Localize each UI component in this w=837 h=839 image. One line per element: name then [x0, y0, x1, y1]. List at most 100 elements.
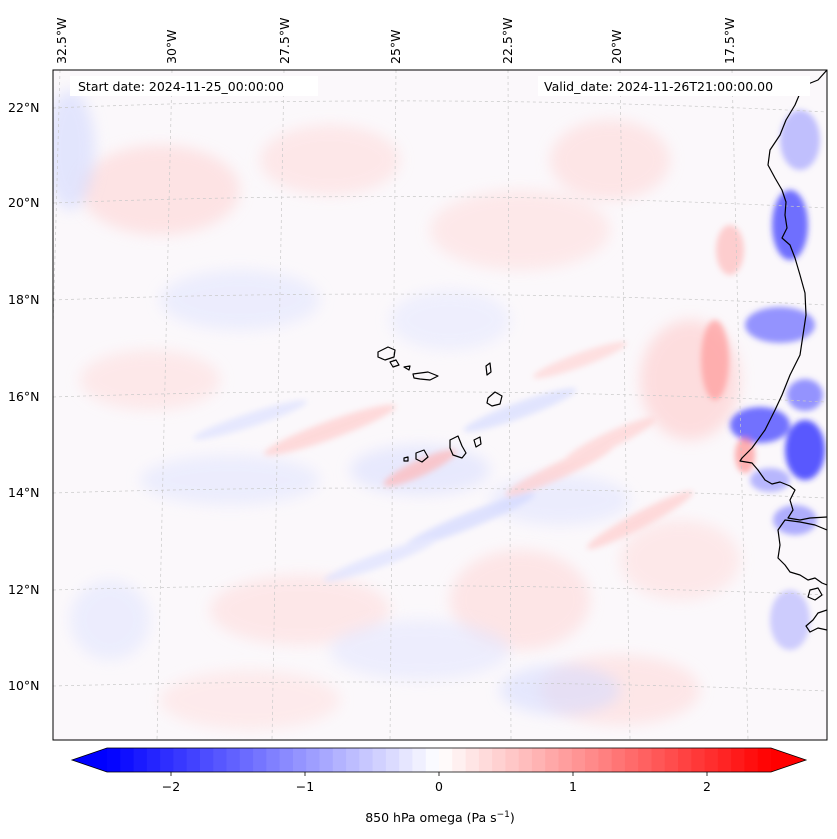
colorbar-cell	[213, 748, 228, 772]
colorbar-cell	[173, 748, 188, 772]
colorbar-cell	[439, 748, 453, 772]
colorbar-cell	[545, 748, 560, 772]
colorbar-cell	[279, 748, 294, 772]
colorbar-label-end: )	[510, 810, 515, 825]
lat-label-22: 22°N	[8, 100, 40, 115]
colorbar-cell	[717, 748, 732, 772]
bijagos-islands	[807, 587, 823, 601]
colorbar-cell	[319, 748, 334, 772]
colorbar-cell	[346, 748, 360, 772]
parallel-22	[53, 100, 827, 113]
parallel-14	[53, 487, 827, 499]
colorbar-cell	[120, 748, 135, 772]
cbar-tick-label-2: 2	[703, 779, 711, 794]
colorbar-cell	[146, 748, 161, 772]
island-santiago	[449, 435, 467, 459]
colorbar-cell	[292, 748, 307, 772]
cbar-tick-label-1: 1	[569, 779, 577, 794]
colorbar-cell	[199, 748, 214, 772]
colorbar-cell	[731, 748, 745, 772]
colorbar-cell	[531, 748, 546, 772]
graticule	[53, 70, 827, 740]
colorbar-cell	[518, 748, 533, 772]
longitude-labels: 32.5°W 30°W 27.5°W 25°W 22.5°W 20°W 17.5…	[54, 18, 737, 64]
lon-label-32-5: 32.5°W	[54, 18, 69, 64]
colorbar-cell	[465, 748, 480, 772]
guinea-bissau-coast	[777, 519, 827, 586]
colorbar-cell	[266, 748, 281, 772]
africa-coastline	[739, 70, 827, 521]
island-maio	[473, 436, 482, 448]
colorbar: −2 −1 0 1 2 850 hPa omega (Pa s−1)	[70, 747, 808, 825]
lat-label-14: 14°N	[8, 485, 40, 500]
colorbar-cell	[186, 748, 201, 772]
colorbar-cell	[744, 748, 759, 772]
colorbar-cell	[107, 748, 121, 772]
colorbar-cell	[412, 748, 427, 772]
island-brava	[403, 456, 409, 462]
colorbar-cell	[585, 748, 599, 772]
colorbar-cell	[332, 748, 347, 772]
cbar-tick-label-0: 0	[435, 779, 443, 794]
meridian-22-5	[507, 70, 512, 740]
colorbar-cell	[611, 748, 626, 772]
parallel-10	[53, 681, 827, 692]
colorbar-cell	[160, 748, 174, 772]
colorbar-cell	[638, 748, 652, 772]
colorbar-cell	[571, 748, 586, 772]
lon-label-20: 20°W	[609, 29, 624, 64]
colorbar-cell	[425, 748, 440, 772]
colorbar-cell	[385, 748, 400, 772]
meridian-30	[156, 70, 173, 740]
colorbar-cell	[558, 748, 573, 772]
meridian-20	[619, 70, 631, 740]
colorbar-cell	[664, 748, 679, 772]
lon-label-30: 30°W	[164, 29, 179, 64]
colorbar-cell	[239, 748, 254, 772]
meridian-27-5	[271, 70, 285, 740]
lat-label-10: 10°N	[8, 678, 40, 693]
guinea-coast	[805, 609, 827, 633]
coastlines	[377, 70, 827, 633]
colorbar-label: 850 hPa omega (Pa s−1)	[365, 810, 515, 825]
valid-date-box	[538, 76, 810, 96]
colorbar-cell	[372, 748, 387, 772]
lat-label-16: 16°N	[8, 389, 40, 404]
parallel-20	[53, 196, 827, 209]
cbar-tick-label-m2: −2	[162, 779, 180, 794]
colorbar-ticks	[170, 772, 708, 776]
colorbar-label-sup: −1	[497, 810, 510, 820]
lon-label-27-5: 27.5°W	[277, 18, 292, 64]
colorbar-cell	[133, 748, 148, 772]
map-area[interactable]	[42, 69, 828, 741]
lon-label-22-5: 22.5°W	[500, 18, 515, 64]
colorbar-cell	[598, 748, 613, 772]
colorbar-cell	[359, 748, 374, 772]
meridian-17-5	[731, 70, 749, 740]
colorbar-cell	[651, 748, 666, 772]
colorbar-cell	[691, 748, 706, 772]
colorbar-cell	[452, 748, 467, 772]
colorbar-cell	[624, 748, 639, 772]
colorbar-extend-high	[771, 748, 806, 772]
colorbar-cell	[253, 748, 267, 772]
lat-label-20: 20°N	[8, 195, 40, 210]
latitude-labels: 22°N 20°N 18°N 16°N 14°N 12°N 10°N	[8, 100, 40, 693]
colorbar-extend-low	[72, 748, 107, 772]
colorbar-cell	[226, 748, 241, 772]
colorbar-cells	[107, 748, 772, 772]
map-frame	[52, 69, 828, 741]
colorbar-cell	[505, 748, 520, 772]
colorbar-cell	[478, 748, 493, 772]
colorbar-cell	[306, 748, 320, 772]
colorbar-cell	[399, 748, 413, 772]
start-date-box	[70, 76, 318, 96]
island-fogo	[415, 449, 429, 463]
island-santa-luzia	[403, 365, 411, 371]
colorbar-cell	[492, 748, 506, 772]
lon-label-25: 25°W	[388, 29, 403, 64]
parallel-18	[53, 293, 827, 306]
omega-field	[53, 90, 825, 730]
parallel-16	[53, 391, 827, 403]
